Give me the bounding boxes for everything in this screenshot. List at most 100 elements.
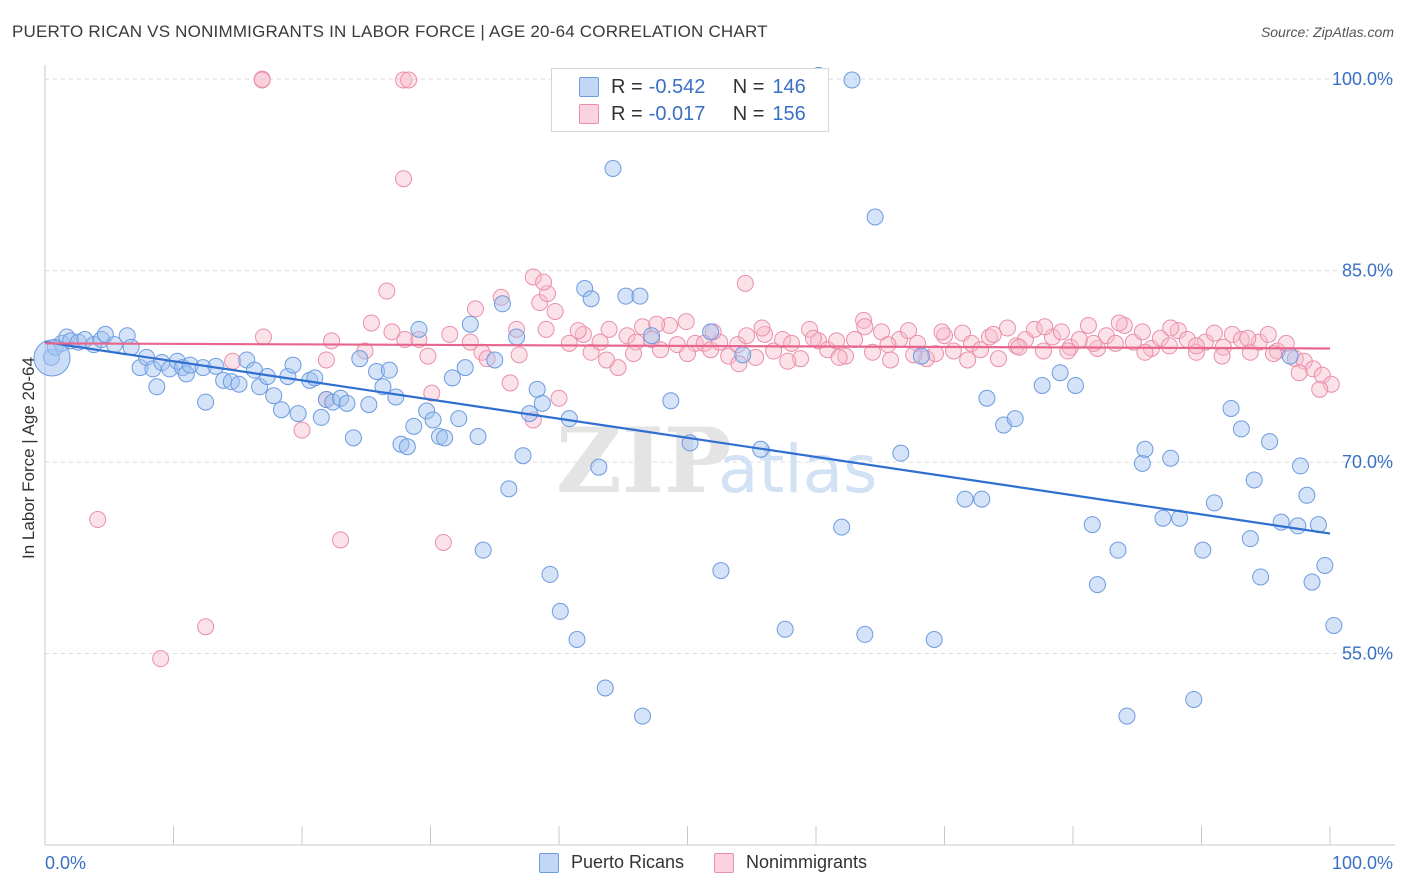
- blue-point: [533, 394, 551, 412]
- pink-point: [1133, 323, 1151, 341]
- blue-point: [197, 393, 215, 411]
- pink-point: [864, 343, 882, 361]
- pink-point: [317, 351, 335, 369]
- pink-point: [1034, 342, 1052, 360]
- blue-point: [33, 339, 71, 377]
- series-legend: Puerto Ricans Nonimmigrants: [0, 852, 1406, 873]
- pink-point: [253, 71, 271, 89]
- pink-point: [801, 320, 819, 338]
- pink-point: [900, 322, 918, 340]
- legend-item-nonimmigrants: Nonimmigrants: [714, 852, 867, 873]
- blue-point: [596, 679, 614, 697]
- blue-point: [634, 707, 652, 725]
- blue-point: [410, 320, 428, 338]
- pink-point: [804, 329, 822, 347]
- pink-point: [293, 421, 311, 439]
- blue-point: [486, 351, 504, 369]
- blue-point: [662, 392, 680, 410]
- pink-point: [1079, 316, 1097, 334]
- blue-point: [1185, 690, 1203, 708]
- pink-point: [927, 345, 945, 363]
- blue-point: [324, 393, 342, 411]
- blue-point: [912, 347, 930, 365]
- legend-row-nonimmigrants: R = -0.017 N = 156: [552, 101, 806, 127]
- pink-point: [395, 71, 413, 89]
- pink-point: [419, 347, 437, 365]
- pink-point: [224, 352, 242, 370]
- pink-point: [779, 352, 797, 370]
- blue-point: [514, 447, 532, 465]
- blue-point: [1088, 576, 1106, 594]
- pink-point: [738, 327, 756, 345]
- pink-point: [537, 320, 555, 338]
- pink-point: [441, 325, 459, 343]
- pink-point: [423, 384, 441, 402]
- legend-label: Puerto Ricans: [570, 852, 684, 872]
- y-tick-label: 85.0%: [1342, 261, 1393, 281]
- pink-point: [944, 342, 962, 360]
- blue-point: [230, 375, 248, 393]
- blue-point: [1051, 364, 1069, 382]
- legend-row-puerto-ricans: R = -0.542 N = 146: [552, 74, 806, 100]
- pink-point: [774, 331, 792, 349]
- blue-point: [734, 346, 752, 364]
- pink-point: [1213, 347, 1231, 365]
- legend-item-puerto-ricans: Puerto Ricans: [538, 852, 684, 873]
- pink-point: [792, 350, 810, 368]
- blue-point: [284, 356, 302, 374]
- blue-point: [387, 388, 405, 406]
- y-tick-label: 55.0%: [1342, 644, 1393, 664]
- pink-point: [89, 511, 107, 529]
- pink-point: [918, 350, 936, 368]
- blue-point: [1083, 516, 1101, 534]
- blue-point: [631, 287, 649, 305]
- blue-point: [1252, 568, 1270, 586]
- legend-r-value: -0.017: [648, 102, 706, 125]
- pink-point: [1106, 334, 1124, 352]
- blue-point: [582, 290, 600, 308]
- y-axis-label: In Labor Force | Age 20-64: [19, 357, 38, 559]
- blue-point: [1154, 509, 1172, 527]
- blue-point: [551, 602, 569, 620]
- blue-point: [973, 490, 991, 508]
- legend-label: Nonimmigrants: [746, 852, 868, 872]
- pink-point: [989, 350, 1007, 368]
- pink-point: [1160, 337, 1178, 355]
- legend-swatch-blue: [579, 77, 599, 97]
- pink-point: [1110, 314, 1128, 332]
- blue-point: [405, 417, 423, 435]
- blue-point: [1162, 449, 1180, 467]
- blue-point: [424, 411, 442, 429]
- x-tick-label: 100.0%: [1332, 853, 1393, 873]
- blue-point: [1303, 573, 1321, 591]
- blue-point: [568, 630, 586, 648]
- blue-point: [265, 387, 283, 405]
- y-tick-label: 70.0%: [1342, 452, 1393, 472]
- blue-point: [576, 279, 594, 297]
- pink-point: [1196, 333, 1214, 351]
- blue-point: [1261, 433, 1279, 451]
- y-tick-label: 100.0%: [1332, 69, 1393, 89]
- blue-point: [144, 360, 162, 378]
- pink-point: [569, 322, 587, 340]
- pink-point: [396, 331, 414, 349]
- pink-point: [332, 531, 350, 549]
- pink-point: [510, 346, 528, 364]
- pink-point: [524, 268, 542, 286]
- chart-title: PUERTO RICAN VS NONIMMIGRANTS IN LABOR F…: [12, 22, 768, 41]
- pink-point: [1059, 342, 1077, 360]
- pink-point: [546, 302, 564, 320]
- legend-n-value: 146: [772, 75, 806, 98]
- blue-point: [461, 315, 479, 333]
- blue-point: [1281, 347, 1299, 365]
- blue-point: [702, 323, 720, 341]
- pink-point: [625, 345, 643, 363]
- blue-point: [122, 338, 140, 356]
- blue-point: [978, 389, 996, 407]
- legend-swatch-blue: [538, 852, 559, 873]
- blue-point: [1291, 457, 1309, 475]
- blue-point: [177, 365, 195, 383]
- pink-point: [1259, 325, 1277, 343]
- pink-point: [1162, 319, 1180, 337]
- pink-point: [1205, 324, 1223, 342]
